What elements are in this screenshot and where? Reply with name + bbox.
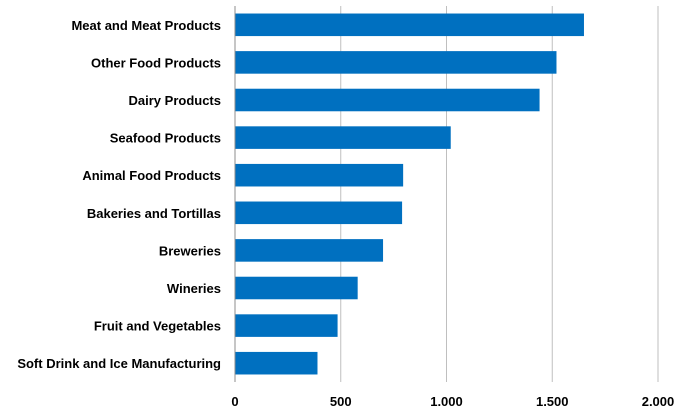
x-tick-labels: 0 500 1,000 1,500 2,000 — [231, 394, 675, 409]
x-tick-label: 500 — [330, 394, 352, 406]
category-label: Breweries — [159, 243, 221, 258]
category-label: Fruit and Vegetables — [94, 319, 221, 334]
bar — [235, 126, 451, 149]
category-label: Wineries — [167, 281, 221, 296]
category-labels: Meat and Meat Products Other Food Product… — [17, 18, 221, 371]
bar — [235, 314, 338, 337]
category-label: Dairy Products — [129, 93, 221, 108]
x-tick-label: 1,000 — [430, 394, 463, 406]
bar — [235, 351, 318, 375]
category-label: Seafood Products — [110, 131, 221, 146]
bar — [235, 201, 403, 225]
bar — [235, 239, 384, 262]
category-label: Bakeries and Tortillas — [87, 206, 221, 221]
bar — [235, 163, 404, 187]
bar — [235, 51, 557, 74]
category-label: Meat and Meat Products — [71, 18, 221, 33]
bar — [235, 276, 358, 300]
category-label: Other Food Products — [91, 55, 221, 70]
category-label: Soft Drink and Ice Manufacturing — [17, 356, 221, 371]
x-tick-label: 2,000 — [642, 394, 675, 406]
x-tick-label: 0 — [231, 394, 238, 406]
category-label: Animal Food Products — [82, 168, 221, 183]
bar — [235, 13, 584, 37]
bar — [235, 88, 540, 112]
bars — [235, 13, 584, 375]
x-tick-label: 1,500 — [536, 394, 569, 406]
